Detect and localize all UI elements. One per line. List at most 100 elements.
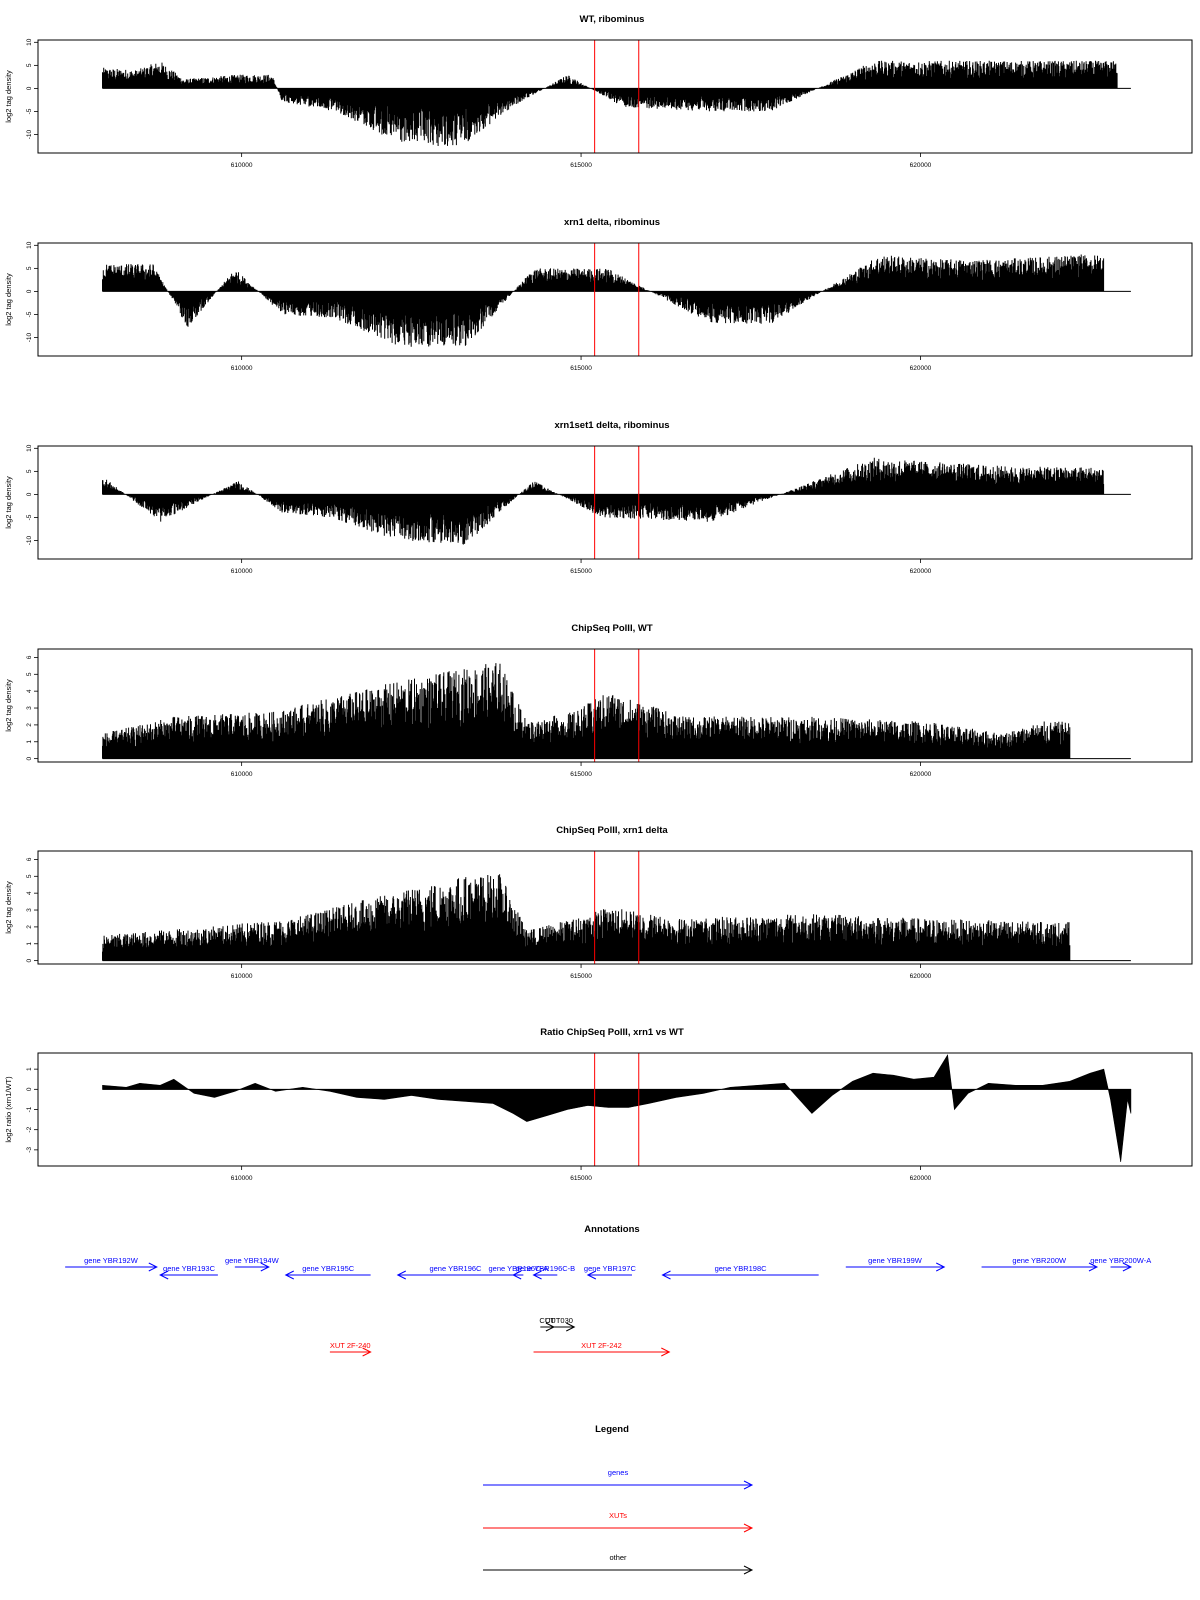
- y-tick-label: -10: [26, 332, 33, 342]
- x-tick-label: 610000: [231, 568, 253, 575]
- annotation-label: gene YBR195C: [302, 1264, 355, 1273]
- x-tick-label: 615000: [570, 568, 592, 575]
- annotation-gene-ybr200w-a: gene YBR200W-A: [1090, 1256, 1151, 1272]
- y-tick-label: 0: [26, 958, 33, 962]
- y-tick-label: 3: [26, 908, 33, 912]
- annotation-label: gene YBR197C: [584, 1264, 637, 1273]
- data-series: [102, 60, 1118, 146]
- y-tick-label: -10: [26, 535, 33, 545]
- annotation-label: gene YBR196C: [429, 1264, 482, 1273]
- signal-bars: [102, 874, 1071, 961]
- y-tick-label: 3: [26, 706, 33, 710]
- y-tick-label: 2: [26, 925, 33, 929]
- x-tick-label: 610000: [231, 771, 253, 778]
- y-axis-label: log2 ratio (xrn1/WT): [4, 1076, 13, 1143]
- y-tick-label: 0: [26, 492, 33, 496]
- x-tick-label: 620000: [910, 568, 932, 575]
- arrow-head: [661, 1347, 671, 1357]
- arrow-head: [260, 1262, 270, 1272]
- annotation-label: gene YBR192W: [84, 1256, 139, 1265]
- y-tick-label: 1: [26, 942, 33, 946]
- x-tick-label: 610000: [231, 1175, 253, 1182]
- annotation-label: gene YBR199W: [868, 1256, 923, 1265]
- annotation-label: gene YBR198C: [715, 1264, 768, 1273]
- annotation-xut-2f-242: XUT 2F-242: [533, 1341, 671, 1357]
- y-axis-label: log2 tag density: [4, 273, 13, 326]
- x-tick-label: 610000: [231, 365, 253, 372]
- y-tick-label: 10: [26, 241, 33, 249]
- annotation-gene-ybr196c-a: gene YBR196C-A: [489, 1264, 548, 1280]
- y-tick-label: -3: [26, 1147, 33, 1153]
- x-tick-label: 615000: [570, 162, 592, 169]
- y-tick-label: 5: [26, 266, 33, 270]
- data-series: [102, 874, 1071, 961]
- y-tick-label: -5: [26, 514, 33, 520]
- annotation-label: CUT030: [545, 1316, 573, 1325]
- y-tick-label: 5: [26, 672, 33, 676]
- annotation-gene-ybr192w: gene YBR192W: [65, 1256, 158, 1272]
- annotation-gene-ybr194w: gene YBR194W: [225, 1256, 280, 1272]
- chart-title: ChipSeq PolII, xrn1 delta: [556, 825, 668, 836]
- x-tick-label: 620000: [910, 973, 932, 980]
- annotation-gene-ybr196c: gene YBR196C: [396, 1264, 514, 1280]
- annotation-gene-ybr195c: gene YBR195C: [284, 1264, 371, 1280]
- arrow-head: [284, 1270, 294, 1280]
- chart-panel-3: xrn1set1 delta, ribominus log2 tag densit…: [4, 420, 1193, 575]
- y-axis-label: log2 tag density: [4, 881, 13, 934]
- annotation-label: XUT 2F-240: [330, 1341, 371, 1350]
- legend-label: XUTs: [609, 1511, 627, 1520]
- y-tick-label: -5: [26, 108, 33, 114]
- chart-title: xrn1set1 delta, ribominus: [554, 420, 669, 431]
- x-tick-label: 610000: [231, 973, 253, 980]
- y-tick-label: 6: [26, 857, 33, 861]
- arrow-head: [566, 1322, 576, 1332]
- arrow-head: [1122, 1262, 1133, 1272]
- plot-frame: [37, 1052, 1193, 1167]
- signal-bars: [102, 60, 1118, 146]
- y-tick-label: 5: [26, 63, 33, 67]
- y-axis-label: log2 tag density: [4, 679, 13, 732]
- y-tick-label: 0: [26, 289, 33, 293]
- plot-frame: [37, 445, 1193, 560]
- plot-frame: [37, 242, 1193, 357]
- y-axis-label: log2 tag density: [4, 70, 13, 123]
- y-tick-label: 4: [26, 891, 33, 895]
- annotation-label: CUT: [539, 1316, 555, 1325]
- annotation-gene-ybr198c: gene YBR198C: [661, 1264, 819, 1280]
- y-tick-label: 0: [26, 756, 33, 760]
- y-tick-label: -2: [26, 1126, 33, 1132]
- x-tick-label: 620000: [910, 365, 932, 372]
- y-tick-label: 0: [26, 1087, 33, 1091]
- chart-panel-2: xrn1 delta, ribominus log2 tag density -10…: [4, 217, 1193, 372]
- annotation-xut-2f-240: XUT 2F-240: [329, 1341, 372, 1357]
- legend-arrow-head: [743, 1565, 754, 1575]
- plot-frame: [37, 648, 1193, 763]
- y-tick-label: 4: [26, 689, 33, 693]
- x-tick-label: 615000: [570, 771, 592, 778]
- ratio-area: [102, 1054, 1132, 1163]
- annotations-title: Annotations: [584, 1224, 639, 1235]
- annotation-label: gene YBR193C: [163, 1264, 216, 1273]
- legend-panel: Legend genes XUTs other: [483, 1424, 754, 1575]
- legend-label: other: [609, 1553, 627, 1562]
- chart-panel-5: ChipSeq PolII, xrn1 delta log2 tag densit…: [4, 825, 1193, 980]
- annotation-label: gene YBR196C-A: [489, 1264, 548, 1273]
- y-tick-label: 0: [26, 86, 33, 90]
- data-series: [102, 1054, 1132, 1163]
- legend-arrow-head: [743, 1523, 754, 1533]
- chart-title: xrn1 delta, ribominus: [564, 217, 660, 228]
- data-series: [102, 254, 1105, 347]
- arrow-head: [512, 1270, 522, 1280]
- y-tick-label: 5: [26, 874, 33, 878]
- annotation-label: gene YBR200W-A: [1090, 1256, 1151, 1265]
- y-axis-label: log2 tag density: [4, 476, 13, 529]
- arrow-head: [532, 1270, 542, 1280]
- x-tick-label: 610000: [231, 162, 253, 169]
- annotation-cut030: CUT030: [543, 1316, 576, 1332]
- y-tick-label: 1: [26, 1067, 33, 1071]
- arrow-head: [586, 1270, 597, 1280]
- arrow-head: [159, 1270, 169, 1280]
- plot-frame: [37, 39, 1193, 154]
- arrow-head: [362, 1347, 372, 1357]
